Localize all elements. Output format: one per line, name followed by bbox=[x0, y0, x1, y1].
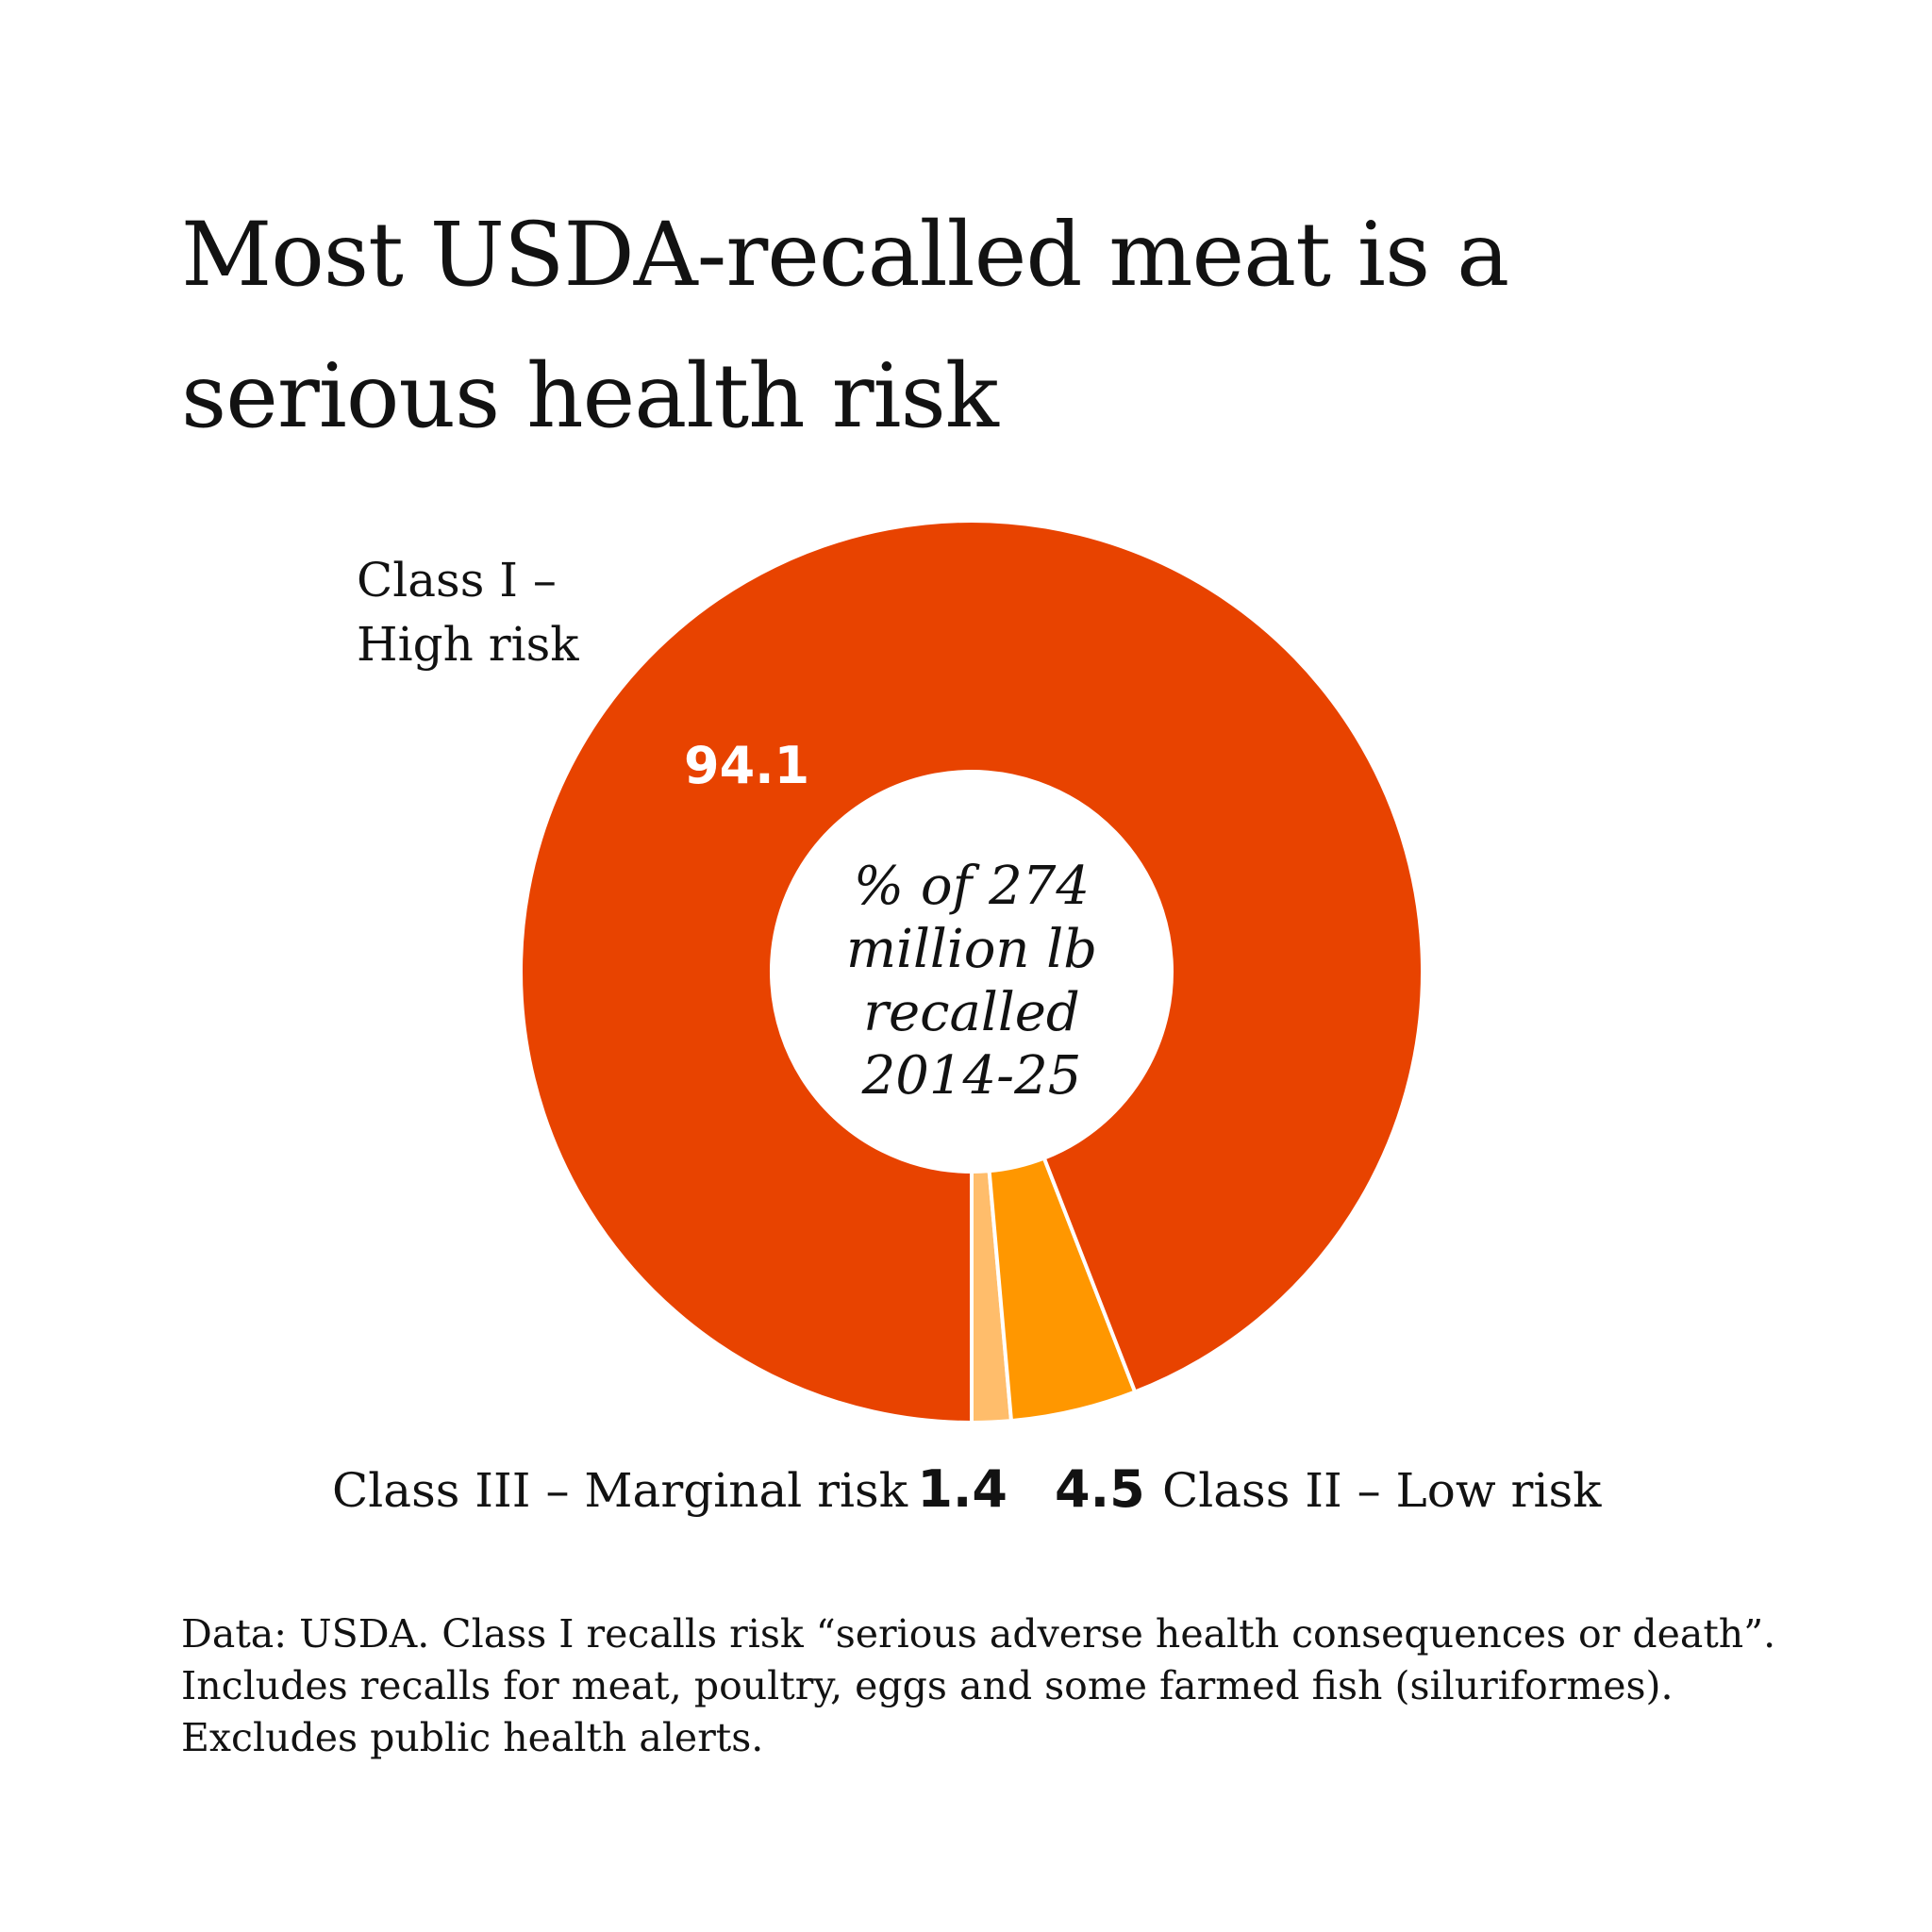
chart-title: Most USDA-recalled meat is a serious hea… bbox=[181, 204, 1509, 448]
center-note-line-1: % of 274 bbox=[854, 856, 1090, 917]
slices-layer bbox=[519, 519, 1424, 1424]
value-label-class-i: 94.1 bbox=[684, 736, 809, 795]
center-note: % of 274 million lb recalled 2014-25 bbox=[846, 856, 1097, 1107]
slice-label-class-i-line-2: High risk bbox=[357, 617, 579, 672]
slice-label-class-i-line-1: Class I – bbox=[357, 553, 557, 608]
center-note-line-4: 2014-25 bbox=[861, 1045, 1082, 1107]
center-note-line-2: million lb bbox=[846, 919, 1097, 980]
slice-class-i bbox=[519, 519, 1424, 1424]
value-label-class-ii: 4.5 bbox=[1055, 1459, 1145, 1519]
value-label-class-iii: 1.4 bbox=[917, 1459, 1008, 1519]
slice-label-class-iii: Class III – Marginal risk bbox=[332, 1463, 908, 1518]
slice-label-class-ii: Class II – Low risk bbox=[1162, 1463, 1602, 1518]
source-footnote: Data: USDA. Class I recalls risk “seriou… bbox=[181, 1611, 1776, 1760]
center-note-line-3: recalled bbox=[863, 982, 1079, 1043]
